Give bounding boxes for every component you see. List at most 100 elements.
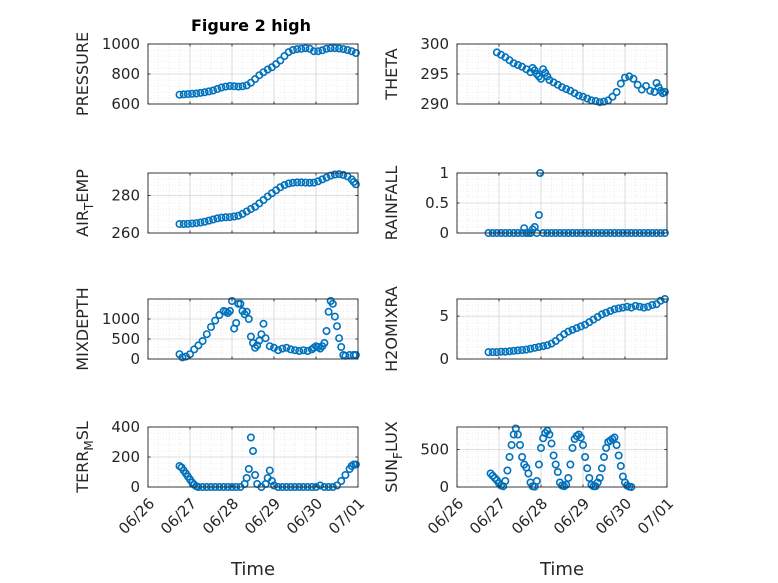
data-point	[221, 213, 230, 222]
data-point	[339, 170, 348, 179]
minor-grid	[456, 299, 668, 359]
data-point	[194, 341, 203, 350]
y-axis-label-rest: SL	[73, 421, 92, 440]
data-point	[564, 327, 573, 336]
data-point	[585, 473, 594, 482]
data-point	[534, 342, 543, 351]
data-point	[505, 452, 514, 461]
x-tick-label: 07/01	[634, 495, 677, 538]
data-point	[335, 44, 344, 53]
x-tick-label: 06/27	[466, 495, 509, 538]
data-point	[188, 219, 197, 228]
data-point	[526, 344, 535, 353]
data-point	[610, 433, 619, 442]
data-point	[318, 46, 327, 55]
data-point	[284, 48, 293, 57]
data-point	[175, 90, 184, 99]
data-point	[318, 175, 327, 184]
data-point	[509, 346, 518, 355]
data-point	[509, 59, 518, 68]
data-point	[280, 51, 289, 60]
subplot-theta: 290 295 300 THETA	[382, 35, 669, 113]
data-point	[347, 47, 356, 56]
data-point	[278, 344, 287, 353]
data-point	[211, 316, 220, 325]
data-point	[251, 470, 260, 479]
data-point	[175, 220, 184, 229]
data-point	[297, 44, 306, 53]
data-point	[257, 330, 266, 339]
y-tick-label: 1000	[102, 35, 140, 53]
data-point	[213, 85, 222, 94]
data-point	[631, 301, 640, 310]
data-point	[230, 82, 239, 91]
data-point	[282, 343, 291, 352]
data-point	[578, 440, 587, 449]
data-point	[644, 302, 653, 311]
data-point	[276, 183, 285, 192]
data-point	[326, 171, 335, 180]
data-point	[221, 82, 230, 91]
data-point	[513, 346, 522, 355]
data-point	[242, 473, 251, 482]
data-point	[244, 314, 253, 323]
data-point	[641, 82, 650, 91]
data-point	[288, 178, 297, 187]
data-point	[593, 478, 602, 487]
data-point	[335, 170, 344, 179]
data-series	[175, 296, 360, 362]
x-tick-label: 06/26	[115, 495, 158, 538]
data-point	[301, 178, 310, 187]
data-point	[543, 341, 552, 350]
y-tick-label: 1	[439, 164, 449, 182]
data-point	[568, 443, 577, 452]
axes-box	[456, 298, 668, 360]
data-point	[236, 299, 245, 308]
x-tick-label: 07/01	[325, 495, 368, 538]
y-tick-label: 500	[420, 441, 449, 459]
x-tick-label: 06/28	[199, 495, 242, 538]
data-point	[265, 342, 274, 351]
data-point	[288, 45, 297, 54]
data-point	[179, 220, 188, 229]
y-axis-label-main: TERR	[73, 451, 92, 494]
y-axis-label-rest: EMP	[73, 169, 92, 203]
data-point	[572, 324, 581, 333]
data-point	[324, 307, 333, 316]
data-point	[332, 322, 341, 331]
data-point	[209, 215, 218, 224]
data-point	[616, 461, 625, 470]
data-point	[322, 44, 331, 53]
subplot-air-emp: 260 280 AIRTEMP	[73, 169, 360, 242]
data-point	[351, 350, 360, 359]
data-point	[309, 47, 318, 56]
data-point	[608, 92, 617, 101]
data-point	[225, 306, 234, 315]
data-point	[261, 334, 270, 343]
data-point	[606, 306, 615, 315]
y-axis-label-subscript: F	[391, 452, 405, 459]
data-point	[627, 303, 636, 312]
data-point	[251, 75, 260, 84]
data-point	[549, 451, 558, 460]
y-axis-label-main: H2OMIXRA	[382, 286, 401, 372]
data-point	[330, 44, 339, 53]
data-point	[215, 310, 224, 319]
data-point	[244, 464, 253, 473]
x-tick-label: 06/27	[157, 495, 200, 538]
data-point	[299, 346, 308, 355]
data-point	[309, 178, 318, 187]
data-point	[263, 65, 272, 74]
y-axis-label-main: RAINFALL	[382, 166, 401, 241]
data-point	[305, 178, 314, 187]
axes-box	[456, 426, 668, 488]
data-point	[290, 346, 299, 355]
y-axis-label: THETA	[382, 48, 401, 100]
data-point	[597, 310, 606, 319]
data-point	[225, 213, 234, 222]
y-axis-label: AIRTEMP	[73, 169, 96, 237]
figure-title: Figure 2 high	[191, 16, 311, 35]
subplot-h2omixra: 0 5 H2OMIXRA	[382, 286, 669, 372]
data-point	[583, 464, 592, 473]
